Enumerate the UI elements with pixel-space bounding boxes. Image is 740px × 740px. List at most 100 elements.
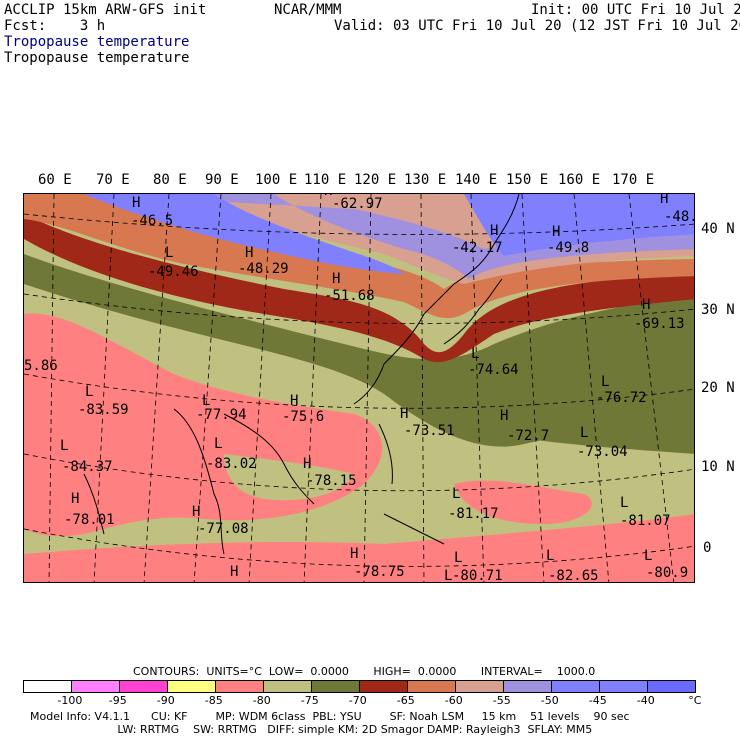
model-info-line2: LW: RRTMG SW: RRTMG DIFF: simple KM: 2D … (30, 723, 593, 736)
extremum-value: -80.71 (452, 568, 503, 583)
band-minus70-east (394, 364, 694, 454)
extremum-value: -78.15 (306, 473, 357, 489)
color-bar-swatch (599, 680, 648, 693)
extremum-value: -62.97 (332, 196, 383, 212)
color-bar-swatch (263, 680, 312, 693)
band-minus80-tropics (454, 480, 592, 524)
lon-label: 110 E (304, 172, 347, 188)
extremum-marker: H (71, 491, 79, 507)
extremum-marker: H (230, 564, 238, 580)
color-bar-label: -80 (252, 694, 271, 707)
color-bar-label: -50 (540, 694, 559, 707)
color-bar-swatch (119, 680, 168, 693)
extremum-marker: H (642, 297, 650, 313)
extremum-marker: L (601, 374, 609, 390)
extremum-value: -49.46 (148, 264, 199, 280)
band-minus60 (24, 194, 694, 318)
extremum-value: -48.29 (238, 261, 289, 277)
extremum-value: -77.08 (198, 521, 249, 537)
color-bar-swatch (167, 680, 216, 693)
color-bar-label: -65 (396, 694, 415, 707)
color-bar-swatch (215, 680, 264, 693)
field-subtitle: Tropopause temperature (4, 50, 190, 66)
lat-label: 20 N (701, 380, 735, 396)
extremum-value: -42.17 (452, 240, 503, 256)
color-bar-swatch (503, 680, 552, 693)
extremum-marker: L (85, 384, 93, 400)
header-forecast-hour: Fcst: 3 h (4, 18, 106, 34)
extremum-marker: L (644, 548, 652, 564)
extremum-value: -78.75 (354, 564, 405, 580)
extremum-value: -46.5 (131, 213, 173, 229)
header-valid-time: Valid: 03 UTC Fri 10 Jul 20 (12 JST Fri … (334, 18, 740, 34)
extremum-marker: H (192, 504, 200, 520)
lat-label: 30 N (701, 302, 735, 318)
extremum-value: -75.6 (282, 409, 324, 425)
extremum-value: -48. (664, 209, 695, 225)
lon-label: 90 E (205, 172, 239, 188)
extremum-marker: H (552, 224, 560, 240)
lat-label: 0 (703, 540, 712, 556)
extremum-value: -83.59 (78, 402, 129, 418)
color-bar-label: -90 (156, 694, 175, 707)
color-bar-label: °C (688, 694, 702, 707)
extremum-value: -73.04 (577, 444, 628, 460)
lon-label: 160 E (558, 172, 601, 188)
lon-label: 120 E (354, 172, 397, 188)
color-bar-swatch (551, 680, 600, 693)
extremum-value: -80.9 (646, 565, 688, 581)
extremum-value: -81.17 (448, 506, 499, 522)
color-bar-swatch (647, 680, 696, 693)
coastlines (83, 194, 520, 555)
extremum-marker: H (332, 271, 340, 287)
band-minus65 (24, 214, 694, 363)
extremum-marker: L (444, 568, 452, 583)
extremum-marker: L (620, 495, 628, 511)
band-minus80-south (24, 514, 694, 582)
extremum-value: -77.94 (196, 407, 247, 423)
extremum-marker: H (500, 408, 508, 424)
color-bar-label: -95 (108, 694, 127, 707)
header-model-title: ACCLIP 15km ARW-GFS init (4, 2, 207, 18)
color-bar-swatch (311, 680, 360, 693)
extremum-value: -84.37 (62, 459, 113, 475)
extrema-labels: H-46.5 H-62.97 H-48. L-49.46 H-48.29 H-5… (24, 194, 695, 583)
extremum-marker: H (660, 194, 668, 207)
extremum-marker: H (400, 406, 408, 422)
header-institution: NCAR/MMM (274, 2, 342, 18)
lon-label: 60 E (38, 172, 72, 188)
band-minus45-west (84, 194, 404, 274)
lat-label: 40 N (701, 221, 735, 237)
extremum-value: -51.68 (324, 288, 375, 304)
color-bar-label: -75 (300, 694, 319, 707)
extremum-marker: L (202, 393, 210, 409)
contours-info: CONTOURS: UNITS=°C LOW= 0.0000 HIGH= 0.0… (133, 665, 596, 678)
extremum-marker: H (303, 456, 311, 472)
band-minus45-east (464, 194, 694, 256)
color-bar-label: -60 (444, 694, 463, 707)
extremum-marker: L (214, 436, 222, 452)
extremum-marker: H (324, 194, 332, 199)
extremum-marker: H (132, 195, 140, 211)
model-info-line1: Model Info: V4.1.1 CU: KF MP: WDM 6class… (30, 710, 630, 723)
extremum-marker: L (454, 550, 462, 566)
extremum-value: -69.13 (634, 316, 685, 332)
extremum-value: -76.72 (596, 390, 647, 406)
field-title: Tropopause temperature (4, 34, 190, 50)
extremum-marker: L (580, 425, 588, 441)
color-bar-label: -70 (348, 694, 367, 707)
tropopause-temperature-map: H-46.5 H-62.97 H-48. L-49.46 H-48.29 H-5… (23, 193, 695, 583)
lon-label: 70 E (96, 172, 130, 188)
extremum-value: -49.8 (547, 240, 589, 256)
extremum-value: -81.07 (620, 513, 671, 529)
color-bar-label: -55 (492, 694, 511, 707)
color-bar-swatch (455, 680, 504, 693)
extremum-value: -78.01 (64, 512, 115, 528)
extremum-value: 5.86 (24, 358, 58, 374)
extremum-marker: L (165, 245, 173, 261)
extremum-marker: H (350, 546, 358, 562)
extremum-value: -73.51 (404, 423, 455, 439)
extremum-value: -72.7 (507, 428, 549, 444)
lon-label: 130 E (404, 172, 447, 188)
color-bar-label: -100 (57, 694, 83, 707)
